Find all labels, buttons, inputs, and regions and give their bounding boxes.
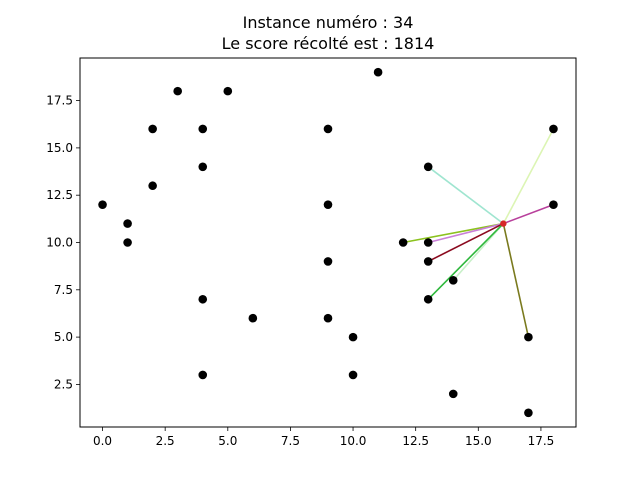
data-point-5: [173, 86, 182, 96]
x-axis: 0.0 2.5 5.0 7.5 10.0 12.5 15.0 17.5: [93, 427, 554, 448]
data-point-12: [323, 124, 333, 134]
segment-4: [428, 222, 504, 244]
plot-area-frame: [79, 57, 577, 428]
x-tick-label-5: 12.5: [402, 434, 429, 448]
segment-7: [427, 223, 504, 300]
data-point-14: [323, 257, 333, 266]
y-tick-label-3: 10.0: [46, 236, 73, 250]
segment-8: [502, 223, 530, 338]
data-point-7: [198, 162, 208, 172]
data-point-18: [373, 67, 383, 77]
x-tick-label-3: 7.5: [281, 434, 300, 448]
data-point-3: [148, 124, 157, 134]
segment-1: [502, 128, 555, 224]
data-point-28: [549, 124, 558, 134]
hub-point: [500, 220, 507, 227]
segment-0: [427, 166, 504, 225]
data-point-19: [398, 238, 408, 247]
y-tick-label-2: 7.5: [54, 283, 73, 297]
segment-2: [503, 203, 554, 225]
y-tick-label-1: 5.0: [54, 330, 73, 344]
y-tick-label-5: 15.0: [46, 141, 73, 155]
chart-title-line-1: Instance numéro : 34: [243, 13, 414, 32]
data-point-27: [524, 408, 533, 418]
segments-layer: [403, 128, 555, 338]
data-point-1: [123, 219, 132, 228]
x-tick-label-4: 10.0: [340, 434, 367, 448]
data-point-10: [223, 86, 233, 96]
y-axis: 2.5 5.0 7.5 10.0 12.5 15.0 17.5: [46, 94, 80, 391]
data-point-26: [524, 332, 533, 342]
y-tick-label-6: 17.5: [46, 94, 73, 108]
x-tick-label-7: 17.5: [528, 434, 555, 448]
data-point-29: [549, 200, 558, 209]
y-tick-label-4: 12.5: [46, 188, 73, 202]
x-tick-label-2: 5.0: [218, 434, 237, 448]
data-point-24: [448, 276, 458, 285]
chart-title-line-2: Le score récolté est : 1814: [222, 34, 435, 53]
points-layer: [98, 67, 558, 418]
data-point-4: [148, 181, 157, 191]
x-tick-label-6: 15.0: [465, 434, 492, 448]
data-point-8: [198, 294, 208, 304]
data-point-21: [423, 238, 433, 247]
x-tick-label-0: 0.0: [93, 434, 112, 448]
data-point-17: [348, 370, 358, 380]
data-point-0: [98, 200, 107, 209]
segment-3: [403, 222, 504, 244]
data-point-23: [423, 294, 433, 304]
data-point-2: [123, 238, 132, 247]
data-point-13: [323, 200, 333, 209]
y-tick-label-0: 2.5: [54, 377, 73, 391]
data-point-25: [448, 389, 458, 399]
data-point-16: [348, 332, 358, 342]
x-tick-label-1: 2.5: [156, 434, 175, 448]
data-point-9: [198, 370, 208, 380]
data-point-6: [198, 124, 208, 134]
data-point-11: [248, 313, 258, 323]
segment-5: [427, 222, 504, 263]
data-point-22: [423, 257, 433, 266]
data-point-20: [423, 162, 433, 172]
data-point-15: [323, 313, 333, 323]
